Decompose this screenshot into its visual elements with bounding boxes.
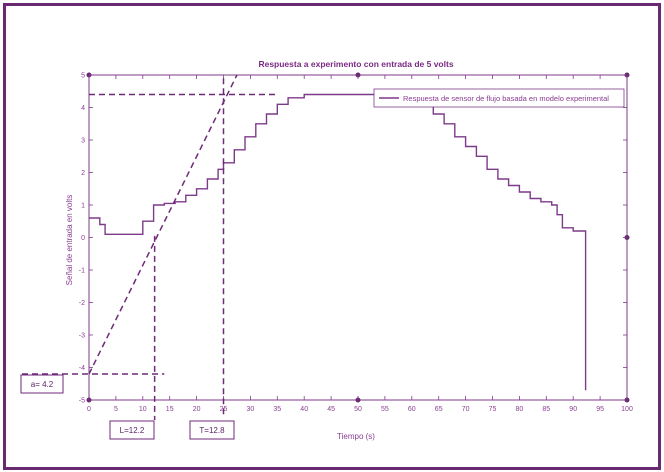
x-tick-label: 75 [489, 406, 497, 413]
x-tick-label: 95 [596, 406, 604, 413]
y-tick-label: 4 [81, 105, 85, 112]
series-line [89, 93, 587, 391]
x-tick-label: 45 [327, 406, 335, 413]
legend-label: Respuesta de sensor de flujo basada en m… [403, 94, 609, 103]
plot-area-border [88, 74, 628, 401]
y-tick-label: -4 [79, 365, 85, 372]
a-annotation-label-box [20, 374, 64, 394]
y-axis-label: Señal de entrada en volts [65, 195, 74, 286]
y-tick-label: 0 [81, 235, 85, 242]
chart-title: Respuesta a experimento con entrada de 5… [258, 59, 453, 69]
x-tick-label: 35 [273, 406, 281, 413]
x-tick-label: 5 [114, 406, 118, 413]
y-tick-label: 3 [81, 138, 85, 145]
a-annotation-label: a= 4.2 [31, 380, 54, 389]
l-annotation-label-box [109, 420, 155, 440]
legend-box [373, 88, 625, 108]
t-annotation-label: T=12.8 [199, 426, 225, 435]
x-tick-label: 70 [462, 406, 470, 413]
y-tick-label: 2 [81, 170, 85, 177]
x-tick-label: 80 [516, 406, 524, 413]
figure-frame [3, 3, 661, 470]
x-tick-label: 15 [166, 406, 174, 413]
tangent-line [88, 74, 238, 375]
y-tick-label: -1 [79, 268, 85, 275]
x-tick-label: 30 [247, 406, 255, 413]
x-tick-label: 65 [435, 406, 443, 413]
x-tick-label: 40 [300, 406, 308, 413]
x-tick-label: 85 [542, 406, 550, 413]
x-tick-label: 50 [354, 406, 362, 413]
y-tick-label: -2 [79, 300, 85, 307]
x-tick-label: 20 [193, 406, 201, 413]
y-tick-label: -5 [79, 398, 85, 405]
x-tick-label: 60 [408, 406, 416, 413]
x-tick-label: 100 [621, 406, 633, 413]
y-tick-label: -3 [79, 333, 85, 340]
x-tick-label: 10 [139, 406, 147, 413]
x-tick-label: 90 [569, 406, 577, 413]
x-axis-label: Tiempo (s) [337, 432, 375, 441]
x-tick-label: 0 [87, 406, 91, 413]
y-tick-label: 5 [81, 73, 85, 80]
t-annotation-label-box [189, 420, 235, 440]
l-annotation-label: L=12.2 [120, 426, 145, 435]
y-tick-label: 1 [81, 203, 85, 210]
x-tick-label: 55 [381, 406, 389, 413]
